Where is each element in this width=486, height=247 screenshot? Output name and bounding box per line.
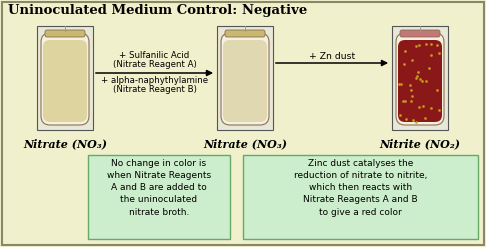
Text: + Zn dust: + Zn dust [309,52,355,61]
FancyBboxPatch shape [223,40,267,122]
Bar [217,26,273,130]
Text: Zinc dust catalyses the
reduction of nitrate to nitrite,
which then reacts with
: Zinc dust catalyses the reduction of nit… [294,159,427,217]
FancyBboxPatch shape [398,40,442,122]
Text: (Nitrate Reagent B): (Nitrate Reagent B) [113,85,196,94]
Text: Nitrate (NO₃): Nitrate (NO₃) [203,138,287,149]
Text: + Sulfanilic Acid: + Sulfanilic Acid [120,51,190,60]
Bar [243,155,478,239]
FancyBboxPatch shape [45,30,85,37]
Text: No change in color is
when Nitrate Reagents
A and B are added to
the uninoculate: No change in color is when Nitrate Reage… [107,159,211,217]
FancyBboxPatch shape [225,30,265,37]
Bar [37,26,93,130]
FancyBboxPatch shape [400,30,440,37]
Text: + alpha-naphythylamine: + alpha-naphythylamine [101,76,208,85]
FancyBboxPatch shape [43,40,87,122]
Text: Uninoculated Medium Control: Negative: Uninoculated Medium Control: Negative [8,4,307,17]
Bar [392,26,448,130]
FancyBboxPatch shape [396,33,444,125]
Text: Nitrite (NO₂): Nitrite (NO₂) [380,138,461,149]
FancyBboxPatch shape [41,33,89,125]
Bar [88,155,230,239]
FancyBboxPatch shape [221,33,269,125]
Text: Nitrate (NO₃): Nitrate (NO₃) [23,138,107,149]
Text: (Nitrate Reagent A): (Nitrate Reagent A) [113,60,196,69]
